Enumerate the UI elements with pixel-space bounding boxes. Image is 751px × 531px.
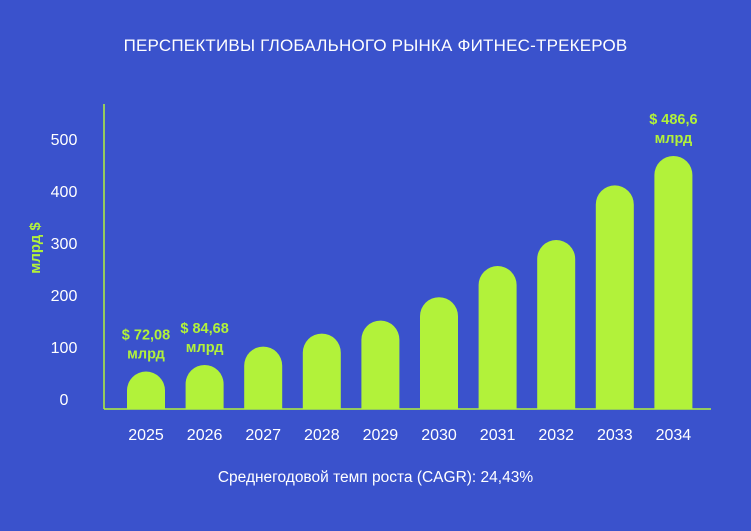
y-tick-label: 100 xyxy=(51,340,78,357)
x-tick-label: 2033 xyxy=(597,427,633,444)
bar-2028 xyxy=(302,333,341,409)
y-tick-label: 0 xyxy=(60,392,69,409)
bar-2029 xyxy=(361,320,400,409)
bar-2032 xyxy=(537,240,576,409)
x-tick-label: 2027 xyxy=(245,427,281,444)
bar-2027 xyxy=(244,346,283,409)
x-tick-label: 2034 xyxy=(656,427,692,444)
bar-2033 xyxy=(595,185,634,409)
x-tick-label: 2032 xyxy=(538,427,574,444)
y-axis-label: млрд $ xyxy=(27,222,44,274)
data-label-unit: млрд xyxy=(186,340,224,356)
x-tick-label: 2025 xyxy=(128,427,164,444)
bar-2030 xyxy=(420,297,458,409)
x-tick-label: 2026 xyxy=(187,427,223,444)
bar-2031 xyxy=(478,266,517,409)
bar-2025 xyxy=(127,371,165,409)
cagr-footnote: Среднегодовой темп роста (CAGR): 24,43% xyxy=(217,469,534,486)
x-tick-label: 2029 xyxy=(363,427,399,444)
bar-2034 xyxy=(654,155,693,409)
y-tick-label: 500 xyxy=(51,132,78,149)
data-label-unit: млрд xyxy=(127,347,165,363)
chart-title: ПЕРСПЕКТИВЫ ГЛОБАЛЬНОГО РЫНКА ФИТНЕС-ТРЕ… xyxy=(123,36,628,55)
data-label-unit: млрд xyxy=(655,131,693,147)
x-tick-label: 2030 xyxy=(421,427,457,444)
x-tick-label: 2031 xyxy=(480,427,516,444)
y-tick-label: 200 xyxy=(51,288,78,305)
data-label-value: $ 72,08 xyxy=(122,328,170,344)
y-tick-label: 300 xyxy=(51,236,78,253)
data-label-value: $ 486,6 xyxy=(649,112,697,128)
x-tick-label: 2028 xyxy=(304,427,340,444)
bar-2026 xyxy=(185,364,224,409)
y-tick-label: 400 xyxy=(51,184,78,201)
data-label-value: $ 84,68 xyxy=(180,321,228,337)
